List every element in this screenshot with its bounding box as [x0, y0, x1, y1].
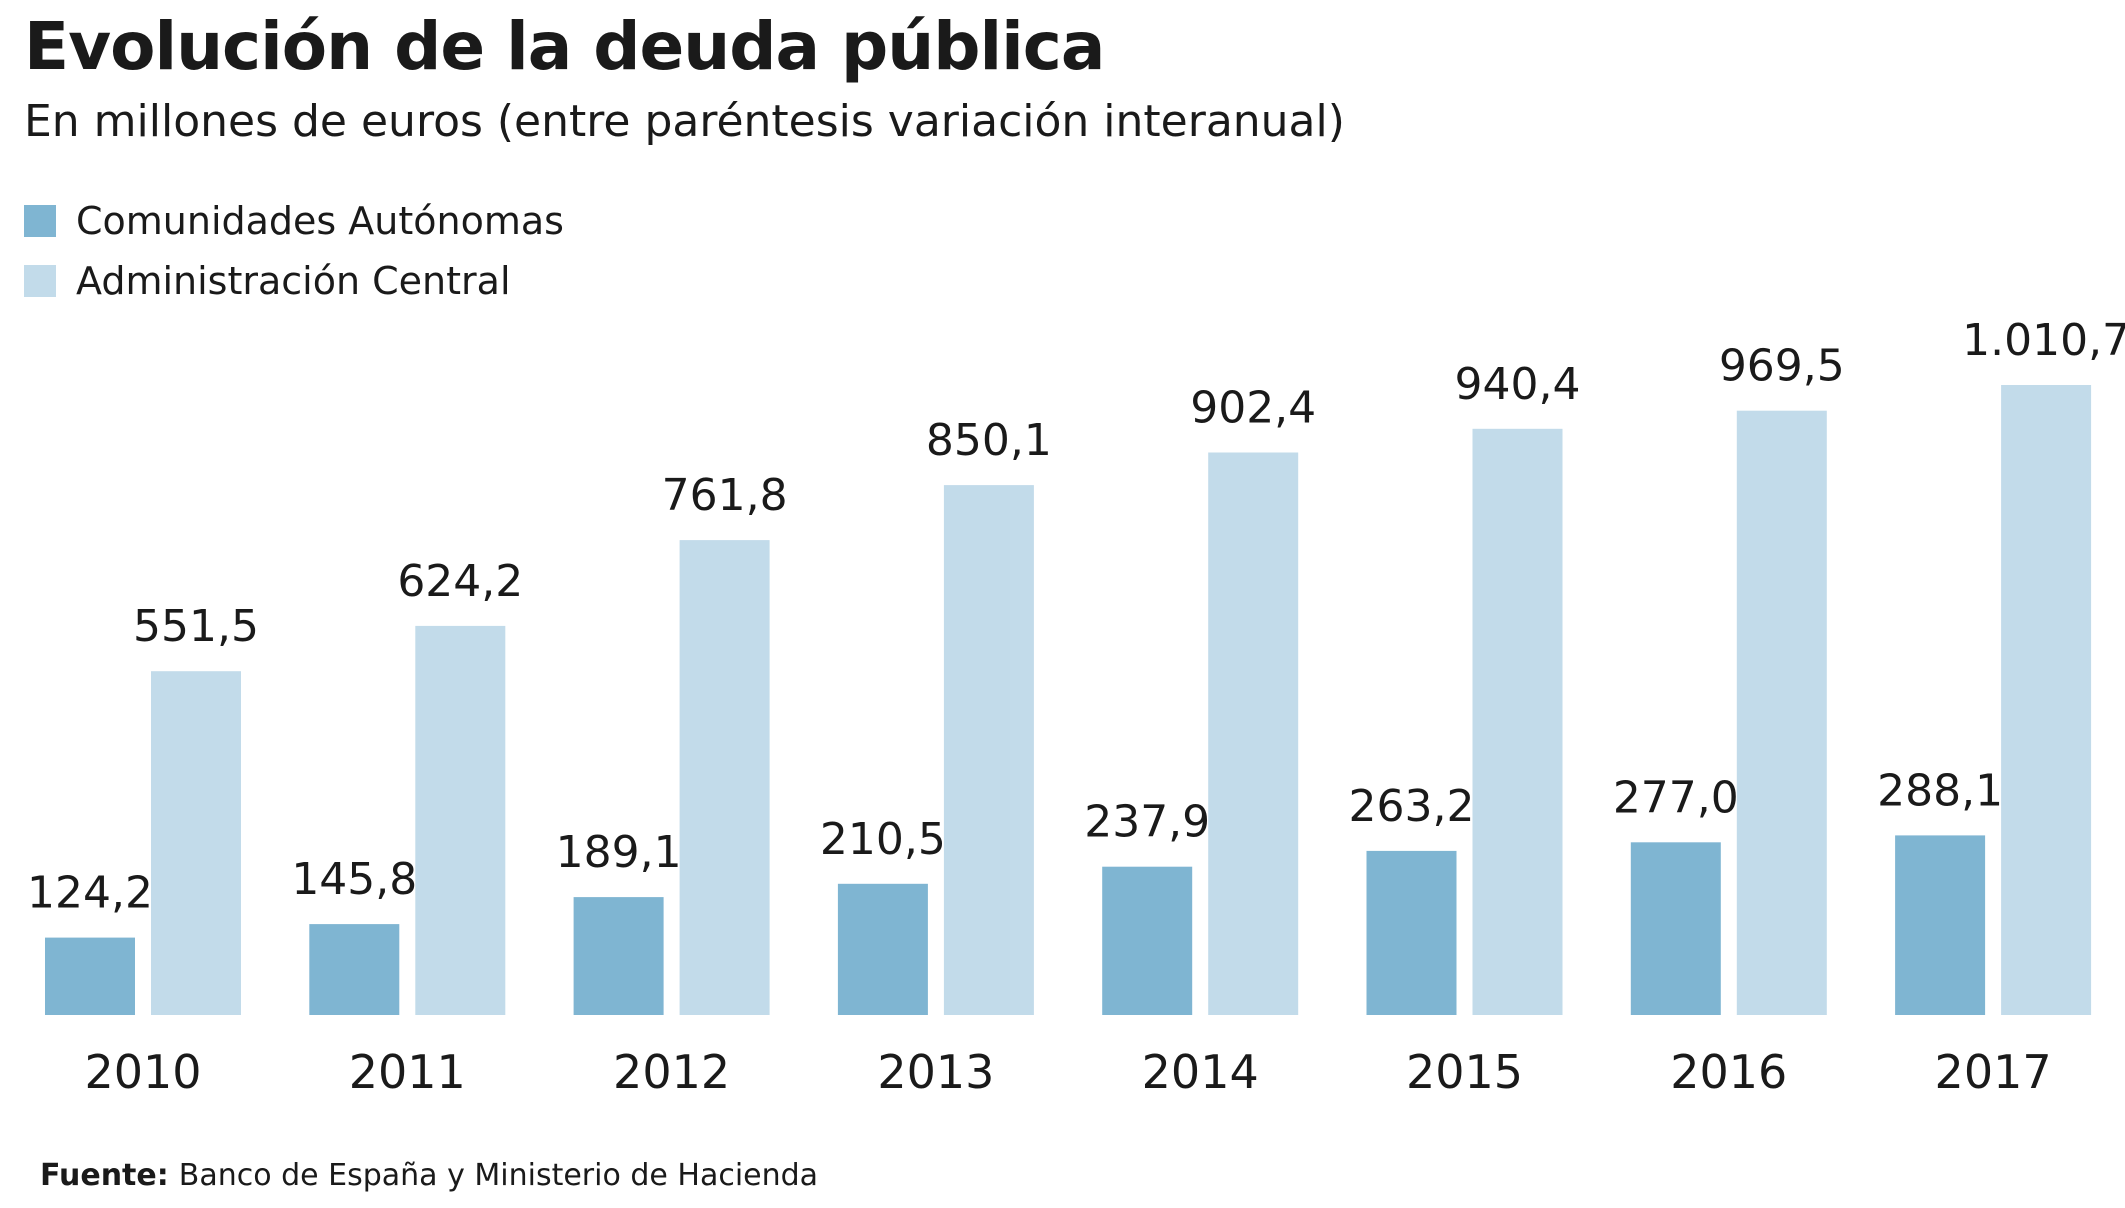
bar-central-2010 — [151, 671, 241, 1015]
x-tick-label-2016: 2016 — [1670, 1045, 1787, 1099]
legend-item-ccaa: Comunidades Autónomas — [24, 196, 564, 246]
value-label-ccaa-2010: 124,2 — [27, 868, 153, 919]
legend-label-central: Administración Central — [76, 259, 511, 303]
bar-central-2011 — [415, 625, 506, 1015]
bar-ccaa-2017 — [1895, 835, 1986, 1015]
legend-swatch-ccaa — [24, 205, 56, 237]
source-note: Fuente: Banco de España y Ministerio de H… — [40, 1158, 818, 1193]
bar-ccaa-2010 — [45, 937, 135, 1015]
bar-ccaa-2014 — [1102, 866, 1193, 1015]
value-label-ccaa-2015: 263,2 — [1349, 781, 1475, 832]
bar-central-2012 — [679, 540, 770, 1015]
value-label-central-2010: 551,5 — [133, 601, 259, 652]
chart-title: Evolución de la deuda pública — [24, 8, 1105, 85]
value-label-central-2014: 902,4 — [1190, 383, 1316, 434]
value-label-central-2013: 850,1 — [926, 415, 1052, 466]
legend-label-ccaa: Comunidades Autónomas — [76, 199, 564, 243]
bar-ccaa-2016 — [1630, 842, 1721, 1015]
x-tick-label-2012: 2012 — [613, 1045, 730, 1099]
value-label-central-2017: 1.010,7 — [1962, 315, 2125, 366]
x-tick-label-2011: 2011 — [349, 1045, 466, 1099]
value-label-central-2015: 940,4 — [1455, 359, 1581, 410]
bar-ccaa-2015 — [1366, 850, 1457, 1015]
value-label-central-2016: 969,5 — [1719, 341, 1845, 392]
x-tick-label-2015: 2015 — [1406, 1045, 1523, 1099]
x-tick-label-2014: 2014 — [1142, 1045, 1259, 1099]
value-label-ccaa-2016: 277,0 — [1613, 772, 1739, 823]
x-tick-label-2017: 2017 — [1935, 1045, 2052, 1099]
bar-ccaa-2013 — [837, 883, 928, 1015]
source-label: Fuente: — [40, 1158, 169, 1193]
x-tick-label-2013: 2013 — [877, 1045, 994, 1099]
value-label-ccaa-2017: 288,1 — [1877, 765, 2003, 816]
bar-central-2014 — [1208, 452, 1299, 1015]
bar-central-2015 — [1472, 428, 1563, 1015]
bar-ccaa-2011 — [309, 924, 400, 1015]
value-label-central-2012: 761,8 — [662, 470, 788, 521]
bar-central-2013 — [943, 485, 1034, 1016]
legend-item-central: Administración Central — [24, 256, 511, 306]
value-label-central-2011: 624,2 — [397, 556, 523, 607]
bar-ccaa-2012 — [573, 897, 664, 1015]
value-label-ccaa-2011: 145,8 — [291, 854, 417, 905]
value-label-ccaa-2012: 189,1 — [556, 827, 682, 878]
x-tick-label-2010: 2010 — [84, 1045, 201, 1099]
chart-subtitle: En millones de euros (entre paréntesis v… — [24, 96, 1345, 147]
value-label-ccaa-2014: 237,9 — [1084, 797, 1210, 848]
legend-swatch-central — [24, 265, 56, 297]
bar-central-2016 — [1736, 410, 1827, 1015]
value-label-ccaa-2013: 210,5 — [820, 814, 946, 865]
bar-central-2017 — [2001, 385, 2092, 1015]
source-text: Banco de España y Ministerio de Hacienda — [178, 1158, 819, 1193]
